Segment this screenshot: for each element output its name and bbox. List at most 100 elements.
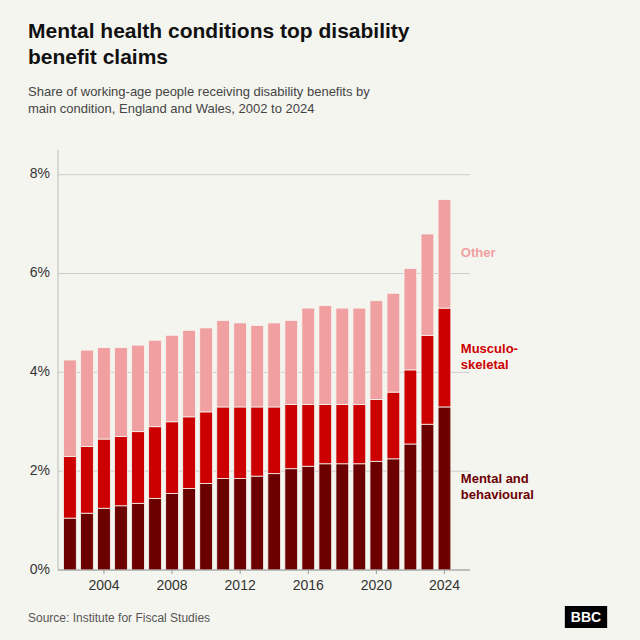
bar-segment (370, 400, 383, 462)
y-tick-label: 6% (30, 264, 50, 280)
bar-segment (387, 293, 400, 392)
bar-segment (166, 493, 179, 570)
bar-segment (285, 404, 298, 468)
x-tick-label: 2008 (156, 577, 187, 593)
bar-segment (302, 466, 315, 570)
bar-segment (353, 464, 366, 570)
series-label-line: Other (461, 245, 496, 260)
series-label: Musculo-skeletal (461, 341, 518, 372)
bar-segment (64, 360, 77, 456)
bar-segment (98, 348, 111, 439)
grid-line (58, 570, 470, 571)
y-tick-label: 0% (30, 561, 50, 577)
bar-segment (268, 407, 281, 474)
bar-segment (166, 335, 179, 421)
bar-segment (319, 404, 332, 463)
x-tick-label: 2004 (88, 577, 119, 593)
bar-segment (302, 404, 315, 466)
bars (64, 199, 451, 570)
bar-segment (353, 404, 366, 463)
x-tick-label: 2012 (225, 577, 256, 593)
series-label: Mental andbehavioural (461, 472, 534, 503)
bar-segment (268, 474, 281, 570)
x-tick-label: 2024 (429, 577, 460, 593)
bar-segment (115, 348, 128, 437)
bar-segment (438, 407, 451, 570)
bar-segment (251, 476, 264, 570)
series-label: Other (461, 245, 496, 260)
bar-segment (319, 306, 332, 405)
bar-segment (268, 323, 281, 407)
bar-segment (64, 518, 77, 570)
bar-segment (285, 320, 298, 404)
source: Source: Institute for Fiscal Studies (28, 611, 210, 625)
bar-segment (98, 508, 111, 570)
title-line: benefit claims (28, 45, 168, 68)
bar-segment (183, 417, 196, 489)
x-tick (103, 570, 104, 574)
bar-segment (166, 422, 179, 494)
x-tick (172, 570, 173, 574)
bar-segment (132, 345, 145, 431)
bar-segment (149, 340, 162, 426)
bar-segment (336, 464, 349, 570)
bar-segment (336, 308, 349, 404)
logo: BBC (565, 606, 607, 628)
series-label-line: Musculo- (461, 341, 518, 356)
title-line: Mental health conditions top disability (28, 19, 410, 42)
bar-segment (251, 407, 264, 476)
bar-segment (200, 328, 213, 412)
bar-segment (421, 335, 434, 424)
x-tick-label: 2020 (361, 577, 392, 593)
bar-segment (183, 488, 196, 570)
bar-segment (421, 234, 434, 335)
bar-segment (81, 350, 94, 446)
bar-segment (183, 330, 196, 416)
y-tick-label: 2% (30, 462, 50, 478)
bar-segment (115, 506, 128, 570)
bar-segment (200, 412, 213, 484)
y-axis-line (58, 150, 59, 570)
grid (58, 175, 470, 570)
bar-segment (149, 427, 162, 499)
bar-segment (353, 308, 366, 404)
x-tick (240, 570, 241, 574)
bar-segment (115, 437, 128, 506)
bar-segment (370, 301, 383, 400)
bar-segment (132, 432, 145, 504)
x-tick (376, 570, 377, 574)
bar-segment (98, 439, 111, 508)
bar-segment (251, 325, 264, 407)
bar-segment (370, 461, 383, 570)
x-tick (308, 570, 309, 574)
y-tick-label: 4% (30, 363, 50, 379)
bar-segment (234, 407, 247, 479)
chart: Mental health conditions top disability b… (0, 0, 640, 640)
bar-segment (438, 199, 451, 308)
bar-segment (217, 479, 230, 570)
bar-segment (81, 446, 94, 513)
background (0, 0, 640, 640)
bar-segment (149, 498, 162, 570)
grid-line (58, 174, 470, 175)
bar-segment (217, 407, 230, 479)
title: Mental health conditions top disability b… (28, 19, 410, 68)
bar-segment (217, 320, 230, 406)
bar-segment (64, 456, 77, 518)
subtitle: Share of working-age people receiving di… (28, 84, 370, 116)
series (64, 199, 451, 456)
bar-segment (132, 503, 145, 570)
x-tick-label: 2016 (293, 577, 324, 593)
bar-segment (81, 513, 94, 570)
series-label-line: behavioural (461, 488, 534, 503)
bar-segment (302, 308, 315, 404)
bar-segment (387, 459, 400, 570)
x-tick (444, 570, 445, 574)
bar-segment (234, 479, 247, 570)
bar-segment (421, 424, 434, 570)
bar-segment (404, 370, 417, 444)
bar-segment (438, 308, 451, 407)
logo-box (565, 606, 607, 628)
subtitle-line: main condition, England and Wales, 2002 … (28, 101, 314, 116)
bar-segment (200, 484, 213, 570)
